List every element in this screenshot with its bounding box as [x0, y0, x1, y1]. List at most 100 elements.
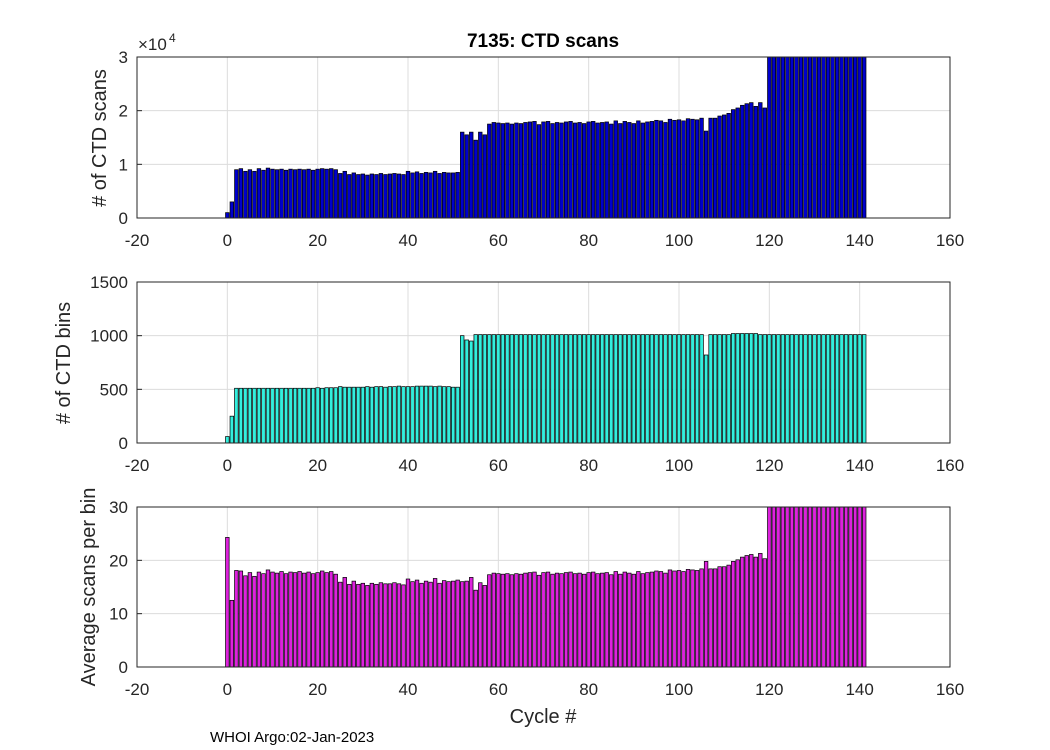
x-tick-label: 80 — [579, 680, 598, 699]
bar — [297, 387, 302, 444]
bar — [600, 334, 605, 444]
bar — [789, 56, 795, 219]
bar — [283, 573, 289, 668]
bar — [581, 573, 587, 668]
bar — [527, 334, 533, 444]
bar — [758, 334, 763, 444]
bar — [586, 121, 591, 219]
y-tick-label: 500 — [100, 380, 128, 399]
bar — [681, 334, 686, 444]
bar — [708, 334, 713, 444]
bar — [812, 334, 817, 444]
bar — [640, 122, 646, 219]
bar — [360, 386, 365, 444]
bar — [834, 334, 840, 444]
bar — [441, 386, 447, 444]
bar — [356, 583, 361, 668]
x-tick-label: 120 — [755, 456, 783, 475]
bar — [396, 583, 402, 668]
bar — [518, 573, 524, 668]
bar — [347, 583, 352, 668]
bar — [749, 102, 754, 219]
bar — [500, 334, 506, 444]
bar — [825, 334, 831, 444]
bar — [545, 121, 551, 219]
bar — [292, 387, 298, 444]
bar — [378, 386, 384, 444]
bar — [563, 334, 569, 444]
bar — [591, 571, 596, 668]
bar — [798, 56, 804, 219]
bar — [500, 573, 506, 668]
bar — [676, 570, 682, 668]
bar — [843, 56, 849, 219]
y-tick-label: 2 — [119, 102, 128, 121]
bar — [310, 573, 316, 668]
bar — [722, 566, 727, 668]
chart-title: 7135: CTD scans — [467, 31, 619, 52]
bar — [595, 573, 600, 668]
bar — [243, 387, 248, 444]
bar — [708, 117, 713, 219]
bar — [252, 170, 257, 219]
bar — [550, 334, 555, 444]
bar — [722, 334, 727, 444]
bar — [446, 581, 451, 668]
bar — [672, 119, 677, 219]
bar — [667, 118, 673, 219]
x-tick-label: -20 — [125, 231, 150, 250]
bar — [423, 172, 429, 219]
bar — [347, 386, 352, 444]
bar — [279, 387, 284, 444]
bar — [460, 131, 465, 219]
bar — [731, 333, 736, 444]
bar — [261, 169, 266, 219]
bars — [225, 333, 867, 444]
bar — [351, 172, 356, 219]
bar — [464, 339, 469, 444]
x-tick-label: 0 — [223, 680, 232, 699]
bar — [604, 334, 609, 444]
bar — [857, 56, 862, 219]
bar — [568, 571, 573, 668]
bar — [310, 387, 316, 444]
bar — [821, 56, 826, 219]
bar — [726, 564, 731, 668]
bar — [315, 387, 320, 444]
bar — [821, 506, 826, 668]
bar — [496, 573, 501, 668]
bar — [541, 334, 546, 444]
bar — [685, 569, 691, 668]
y-tick-labels: 0 10 20 30 — [109, 498, 128, 677]
bar — [658, 571, 664, 668]
bar — [523, 572, 528, 668]
bar — [717, 115, 722, 219]
bar — [830, 334, 835, 444]
bar — [726, 112, 731, 219]
bar — [654, 334, 659, 444]
bar — [274, 387, 280, 444]
bar — [631, 334, 636, 444]
bar — [356, 174, 361, 219]
bar — [767, 506, 772, 668]
x-tick-label: 0 — [223, 231, 232, 250]
subplot-avg-scans: -20 0 20 40 60 80 100 120 140 160 0 10 20 30 Average… — [78, 488, 964, 699]
bar — [401, 174, 406, 219]
bar — [451, 172, 456, 219]
bar — [627, 572, 632, 668]
bar — [428, 385, 433, 444]
bar — [848, 506, 853, 668]
y-tick-label: 1500 — [90, 273, 128, 292]
y-axis-label: # of CTD bins — [53, 302, 75, 424]
bar — [270, 168, 275, 219]
bar — [776, 334, 781, 444]
bar — [225, 537, 230, 668]
bar — [654, 119, 659, 219]
bar — [414, 171, 420, 219]
x-tick-label: 20 — [308, 456, 327, 475]
bar — [767, 56, 772, 219]
y-tick-label: 10 — [109, 605, 128, 624]
bar — [460, 335, 465, 444]
bar — [338, 173, 343, 219]
